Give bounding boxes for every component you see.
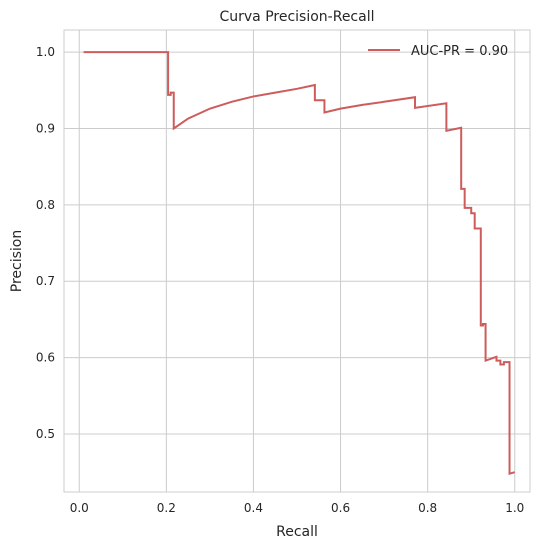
x-tick-label: 0.0	[70, 501, 89, 515]
tick-labels: 0.0 0.2 0.4 0.6 0.8 1.0 0.5 0.6 0.7 0.8 0.9 1.0	[36, 45, 524, 515]
legend: AUC-PR = 0.90	[368, 44, 508, 59]
x-tick-label: 0.6	[331, 501, 350, 515]
y-tick-label: 0.8	[36, 198, 55, 212]
x-axis-label: Recall	[276, 524, 318, 540]
y-tick-label: 0.7	[36, 274, 55, 288]
legend-label: AUC-PR = 0.90	[411, 44, 508, 59]
plot-area	[63, 29, 531, 493]
y-tick-label: 0.6	[36, 351, 55, 365]
x-tick-label: 1.0	[505, 501, 524, 515]
y-tick-label: 0.5	[36, 427, 55, 441]
chart-title: Curva Precision-Recall	[219, 9, 374, 25]
x-tick-label: 0.8	[418, 501, 437, 515]
x-tick-label: 0.2	[157, 501, 176, 515]
series-line-0	[83, 51, 516, 476]
y-tick-label: 1.0	[36, 45, 55, 59]
x-tick-label: 0.4	[244, 501, 263, 515]
y-axis-label: Precision	[9, 230, 25, 292]
y-tick-label: 0.9	[36, 122, 55, 136]
series-group	[83, 51, 516, 476]
